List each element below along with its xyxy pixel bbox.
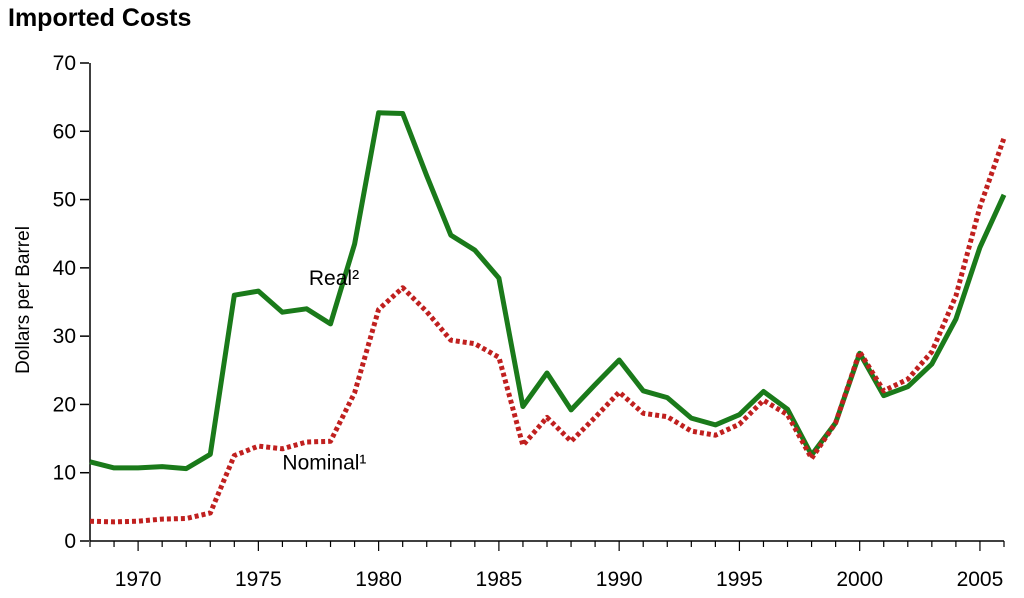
series-annotation-nominal: Nominal¹ bbox=[282, 451, 366, 474]
series-line-nominal bbox=[89, 137, 1007, 525]
x-tick-label: 1985 bbox=[476, 568, 523, 591]
series-annotation-real: Real² bbox=[309, 267, 359, 290]
y-tick-label: 70 bbox=[53, 52, 76, 75]
x-tick-label: 1980 bbox=[355, 568, 402, 591]
y-tick-label: 0 bbox=[64, 530, 76, 553]
chart-title: Imported Costs bbox=[8, 4, 192, 32]
x-tick-label: 1990 bbox=[596, 568, 643, 591]
y-tick-label: 20 bbox=[53, 393, 76, 416]
x-tick-label: 1995 bbox=[716, 568, 763, 591]
x-tick-label: 1975 bbox=[235, 568, 282, 591]
y-tick-label: 10 bbox=[53, 462, 76, 485]
y-tick-label: 60 bbox=[53, 120, 76, 143]
y-tick-label: 30 bbox=[53, 325, 76, 348]
x-tick-label: 2005 bbox=[957, 568, 1004, 591]
annotation-layer: Real² Nominal¹ bbox=[282, 267, 366, 474]
series-layer bbox=[89, 110, 1007, 525]
x-tick-label: 2000 bbox=[836, 568, 883, 591]
y-tick-label: 50 bbox=[53, 189, 76, 212]
y-tick-label: 40 bbox=[53, 257, 76, 280]
axes: 0 10 20 30 40 50 60 70 1970 1975 1980 1985 1990 1995 2… bbox=[53, 52, 1005, 591]
x-tick-label: 1970 bbox=[115, 568, 162, 591]
